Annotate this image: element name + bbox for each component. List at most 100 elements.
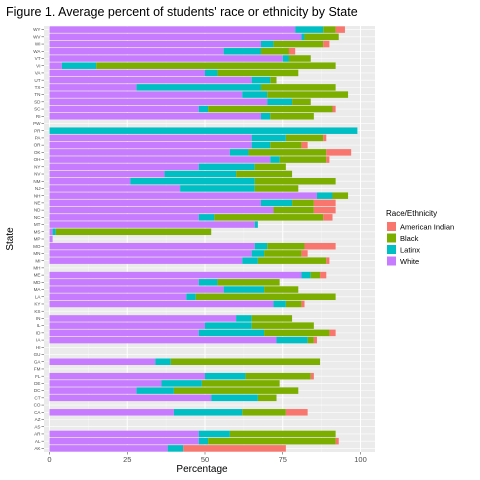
bar-latinx-il <box>205 322 252 329</box>
bar-american-indian-sc <box>332 105 336 113</box>
bar-white-nc <box>49 214 199 221</box>
bar-latinx-ar <box>198 430 230 438</box>
bar-latinx-tn <box>242 91 268 98</box>
bar-white-ok <box>49 149 230 156</box>
bar-black-wv <box>304 33 339 41</box>
bar-american-indian-ak <box>183 445 286 452</box>
bar-white-al <box>49 437 199 445</box>
bars <box>49 26 358 452</box>
bar-black-il <box>251 322 314 329</box>
y-tick-label: AR <box>34 432 41 437</box>
y-tick-label: NE <box>34 200 40 205</box>
legend-key-white <box>387 256 396 266</box>
bar-latinx-ut <box>251 76 271 84</box>
bar-white-ms <box>49 228 53 236</box>
bar-latinx-nm <box>130 177 255 185</box>
y-tick-label: FL <box>35 374 41 379</box>
bar-black-ms <box>55 228 212 236</box>
bar-american-indian-oh <box>326 156 330 163</box>
bar-white-sd <box>49 98 268 106</box>
bar-latinx-mo <box>254 242 268 250</box>
bar-black-ca <box>242 409 286 416</box>
bar-white-me <box>49 271 302 279</box>
bar-white-oh <box>49 156 271 163</box>
y-tick-label: OK <box>34 150 42 155</box>
bar-white-mt <box>49 221 255 228</box>
bar-black-ok <box>248 149 327 156</box>
bar-latinx-ok <box>229 149 249 156</box>
y-tick-label: RI <box>36 114 41 119</box>
bar-latinx-ms <box>52 228 56 236</box>
y-axis-title: State <box>5 227 16 251</box>
y-tick-label: IA <box>36 338 41 343</box>
bar-black-ri <box>270 113 314 120</box>
bar-black-md <box>217 279 280 286</box>
bar-black-wa <box>260 48 289 55</box>
y-tick-label: AK <box>34 446 41 451</box>
bar-latinx-md <box>198 279 218 286</box>
bar-white-pa <box>49 134 252 142</box>
x-tick-label: 100 <box>354 455 367 464</box>
bar-latinx-tx <box>136 84 261 91</box>
x-tick-label: 0 <box>47 455 51 464</box>
y-tick-label: CT <box>34 395 40 400</box>
bar-black-vi <box>96 62 336 69</box>
y-tick-label: FM <box>34 367 41 372</box>
bar-white-mi <box>49 257 243 264</box>
bar-black-ct <box>257 394 277 402</box>
y-tick-label: IL <box>37 323 41 328</box>
y-tick-label: WY <box>33 27 40 32</box>
bar-american-indian-ne <box>313 199 336 207</box>
y-tick-label: WV <box>33 34 41 39</box>
y-tick-label: MO <box>33 244 41 249</box>
y-tick-label: MN <box>33 251 40 256</box>
y-tick-label: MH <box>33 265 40 270</box>
y-tick-label: LA <box>35 294 42 299</box>
bar-latinx-me <box>301 271 311 279</box>
bar-latinx-de <box>161 380 202 387</box>
bar-white-tx <box>49 84 137 91</box>
y-tick-label: WA <box>33 49 41 54</box>
bar-american-indian-mo <box>304 242 336 250</box>
bar-latinx-wv <box>301 33 305 41</box>
y-tick-label: GU <box>34 352 41 357</box>
bar-latinx-wa <box>223 48 261 55</box>
y-tick-label: TX <box>35 85 41 90</box>
y-tick-label: PR <box>34 128 41 133</box>
bar-black-ar <box>229 430 336 438</box>
bar-white-md <box>49 279 199 286</box>
bar-latinx-nj <box>180 185 255 192</box>
bar-black-ne <box>292 199 314 207</box>
legend-label: American Indian <box>400 223 454 232</box>
bar-white-dc <box>49 387 137 394</box>
bar-latinx-va <box>205 69 218 77</box>
y-tick-label: CO <box>34 403 41 408</box>
y-tick-label: SC <box>34 107 41 112</box>
bar-black-nd <box>273 206 314 214</box>
bar-american-indian-or <box>301 141 308 149</box>
bar-black-ky <box>285 300 302 308</box>
bar-black-sd <box>292 98 311 106</box>
y-tick-label: MD <box>33 280 41 285</box>
bar-white-de <box>49 380 162 387</box>
bar-latinx-mt <box>254 221 258 228</box>
bar-white-ga <box>49 358 156 365</box>
y-tick-label: KS <box>34 309 40 314</box>
bar-white-wi <box>49 40 261 48</box>
bar-white-id <box>49 329 199 337</box>
bar-black-ia <box>307 336 314 344</box>
bar-white-ri <box>49 113 261 120</box>
bar-latinx-oh <box>270 156 280 163</box>
bar-white-ma <box>49 286 224 293</box>
bar-black-wi <box>273 40 324 48</box>
bar-black-wy <box>323 26 336 33</box>
bar-latinx-mi <box>242 257 258 264</box>
bar-white-la <box>49 293 187 301</box>
y-tick-label: PA <box>35 136 42 141</box>
legend-label: White <box>400 257 419 266</box>
bar-american-indian-ca <box>285 409 308 416</box>
bar-latinx-nc <box>198 214 215 221</box>
y-tick-label: NJ <box>35 186 41 191</box>
bar-black-nh <box>332 192 349 199</box>
bar-american-indian-al <box>335 437 339 445</box>
